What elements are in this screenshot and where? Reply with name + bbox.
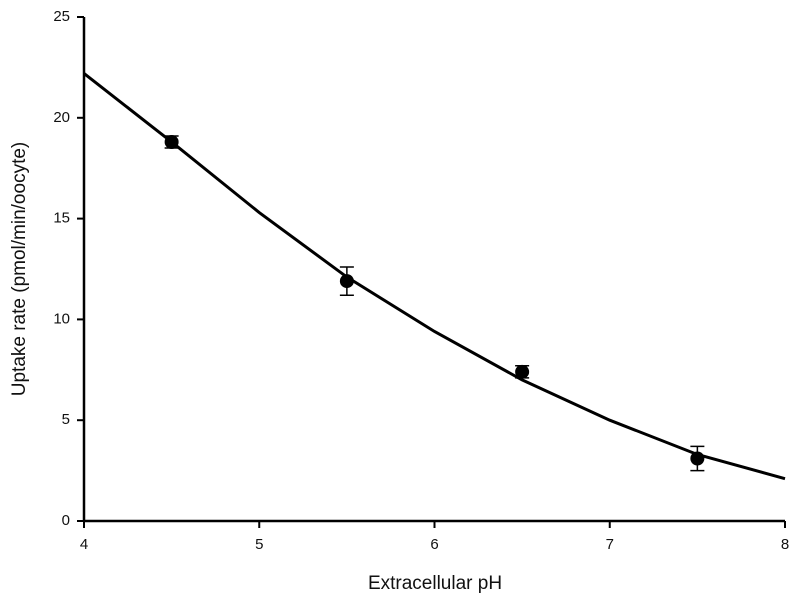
y-tick-label: 25: [53, 8, 70, 25]
x-tick-label: 6: [430, 536, 438, 553]
x-tick-label: 7: [606, 536, 614, 553]
y-tick-label: 5: [62, 411, 70, 428]
data-point: [164, 134, 179, 149]
x-tick-label: 5: [255, 536, 263, 553]
data-point: [690, 451, 705, 466]
y-tick-label: 0: [62, 512, 70, 529]
data-point: [515, 364, 530, 379]
data-point: [339, 274, 354, 289]
y-tick-label: 15: [53, 210, 70, 227]
y-axis-label: Uptake rate (pmol/min/oocyte): [9, 142, 30, 397]
x-tick-label: 4: [80, 536, 88, 553]
x-axis-label: Extracellular pH: [368, 573, 502, 594]
y-tick-label: 20: [53, 109, 70, 126]
fit-curve: [83, 72, 786, 481]
x-tick-label: 8: [781, 536, 789, 553]
y-tick-label: 10: [53, 310, 70, 327]
